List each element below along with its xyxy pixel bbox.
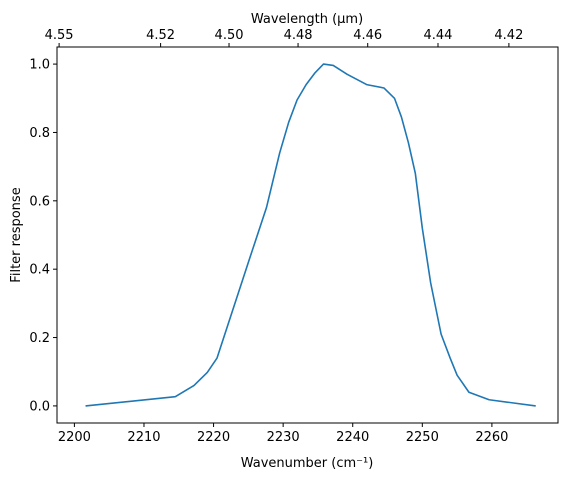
x-tick-label: 2260 — [475, 430, 508, 445]
x-tick-label: 2240 — [336, 430, 369, 445]
top-tick-label: 4.55 — [45, 28, 74, 43]
top-tick-label: 4.46 — [353, 28, 382, 43]
y-tick-label: 1.0 — [29, 58, 50, 73]
x-tick-label: 2230 — [267, 430, 300, 445]
y-tick-label: 0.4 — [29, 263, 50, 278]
top-tick-label: 4.50 — [215, 28, 244, 43]
x-tick-label: 2250 — [406, 430, 439, 445]
top-tick-label: 4.48 — [284, 28, 313, 43]
x-axis-label: Wavenumber (cm⁻¹) — [241, 456, 374, 471]
y-tick-label: 0.0 — [29, 399, 50, 414]
series-line — [85, 63, 536, 407]
y-tick-label: 0.6 — [29, 194, 50, 209]
y-tick-label: 0.8 — [29, 126, 50, 141]
top-tick-label: 4.52 — [146, 28, 175, 43]
top-axis-label: Wavelength (μm) — [251, 12, 363, 27]
y-axis-label: Filter response — [9, 187, 24, 282]
y-tick-label: 0.2 — [29, 331, 50, 346]
x-tick-label: 2220 — [197, 430, 230, 445]
top-tick-label: 4.44 — [424, 28, 453, 43]
x-tick-label: 2210 — [127, 430, 160, 445]
plot-frame — [56, 46, 559, 424]
x-tick-label: 2200 — [58, 430, 91, 445]
top-tick-label: 4.42 — [494, 28, 523, 43]
